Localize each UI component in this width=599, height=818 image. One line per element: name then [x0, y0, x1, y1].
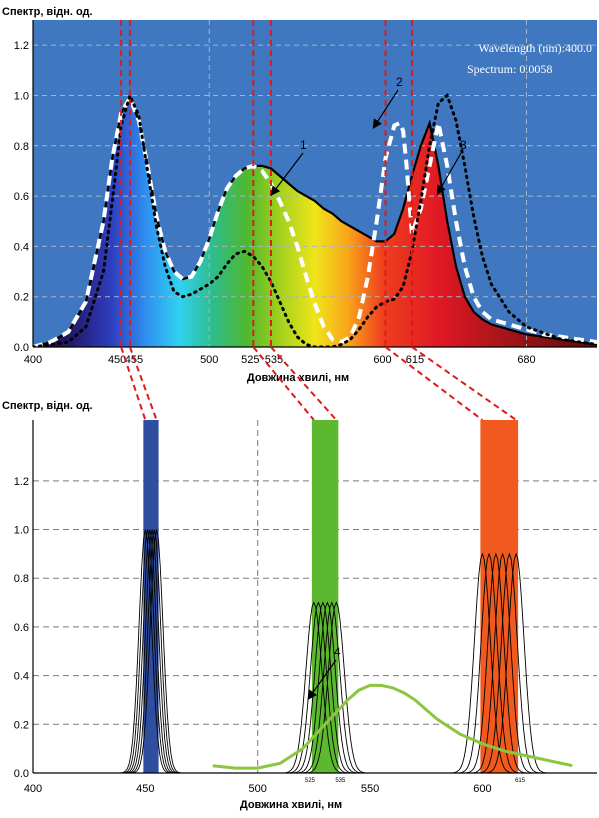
y-tick-label: 0.2 — [14, 292, 29, 304]
led-band — [480, 420, 519, 773]
annotation-4: 4 — [307, 645, 341, 700]
y-tick-label: 0.2 — [14, 719, 29, 731]
y-tick-label: 0.0 — [14, 342, 29, 354]
y-tick-label: 0.8 — [14, 141, 29, 153]
x-tick-label: 680 — [517, 354, 535, 366]
connector-line — [384, 346, 483, 421]
connector-line — [411, 346, 517, 421]
svg-text:3: 3 — [460, 138, 467, 152]
y-tick-label: 1.2 — [14, 40, 29, 52]
y-tick-labels: 0.0 0.2 0.4 0.6 0.8 1.0 1.2 — [14, 476, 29, 780]
wavelength-readout: Wavelength (nm):400.0 — [478, 41, 592, 55]
svg-text:2: 2 — [396, 75, 403, 89]
svg-text:1: 1 — [300, 138, 307, 152]
small-tick-labels: 525 535 615 — [305, 778, 526, 784]
small-tick-label: 525 — [305, 778, 316, 784]
y-tick-label: 1.0 — [14, 90, 29, 102]
wavelength-markers — [120, 20, 413, 347]
annotation-1: 1 — [270, 138, 307, 196]
y-tick-label: 0.8 — [14, 573, 29, 585]
gridlines — [33, 20, 597, 347]
x-tick-label: 525 — [241, 354, 259, 366]
small-tick-label: 535 — [335, 778, 346, 784]
sensitivity-curve — [212, 683, 573, 770]
annotation-3: 3 — [436, 138, 467, 196]
x-tick-label: 535 — [265, 354, 283, 366]
y-axis-label: Спектр, відн. од. — [2, 400, 93, 412]
spectrum-readout: Spectrum: 0.0058 — [467, 62, 552, 76]
y-tick-labels: 0.0 0.2 0.4 0.6 0.8 1.0 1.2 — [14, 40, 29, 354]
x-tick-label: 400 — [24, 354, 42, 366]
connector-line — [128, 346, 158, 421]
x-tick-label: 450 — [136, 783, 154, 795]
connector-line — [120, 346, 147, 421]
x-tick-label: 500 — [200, 354, 218, 366]
x-tick-labels: 400 450 500 550 600 — [24, 783, 492, 795]
connector-line — [252, 346, 315, 421]
y-tick-label: 0.4 — [14, 671, 29, 683]
y-tick-label: 1.2 — [14, 476, 29, 488]
x-axis-label: Довжина хвилі, нм — [240, 799, 342, 811]
small-tick-label: 615 — [515, 778, 526, 784]
x-tick-label: 450 — [108, 354, 126, 366]
y-tick-label: 1.0 — [14, 525, 29, 537]
svg-text:4: 4 — [334, 645, 341, 659]
y-tick-label: 0.0 — [14, 768, 29, 780]
x-tick-label: 400 — [24, 783, 42, 795]
spectrum-area — [33, 98, 597, 347]
series-3-line — [33, 91, 597, 347]
led-panel: 0.0 0.2 0.4 0.6 0.8 1.0 1.2 400 450 500 550 600 52… — [2, 400, 597, 811]
x-tick-label: 600 — [373, 354, 391, 366]
y-tick-label: 0.6 — [14, 191, 29, 203]
x-tick-label: 500 — [249, 783, 267, 795]
x-tick-label: 615 — [406, 354, 424, 366]
y-tick-label: 0.6 — [14, 622, 29, 634]
x-tick-label: 550 — [361, 783, 379, 795]
led-band — [311, 420, 339, 773]
connector-line — [270, 346, 338, 421]
x-tick-label: 600 — [473, 783, 491, 795]
marker-connectors — [120, 346, 517, 421]
y-axis-label: Спектр, відн. од. — [2, 6, 93, 18]
y-tick-label: 0.4 — [14, 241, 29, 253]
annotation-2: 2 — [372, 75, 403, 130]
series-4-line — [212, 683, 573, 770]
spectrum-gradient-fill — [33, 98, 597, 347]
spectrum-lines — [33, 91, 597, 347]
led-bands — [143, 420, 519, 773]
x-tick-labels: 400450455500525535600615680 — [24, 354, 536, 366]
spectrum-panel: 0.00.20.40.60.81.01.2 400450455500525535… — [2, 6, 597, 384]
